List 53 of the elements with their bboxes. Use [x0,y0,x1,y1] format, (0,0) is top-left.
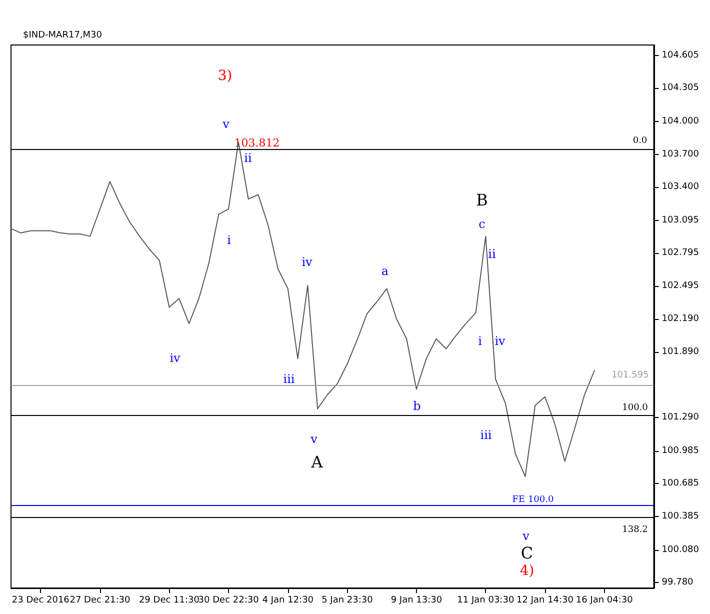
annotation: 4) [520,563,534,579]
annotation: v [310,432,318,446]
annotation: b [413,399,422,413]
x-tick-label: 9 Jan 13:30 [390,596,442,606]
ref-line-label: 101.595 [612,370,649,380]
x-tick-label: 23 Dec 2016 [12,596,70,606]
y-tick-label: 104.605 [662,50,699,60]
annotation: iv [302,255,313,269]
y-tick-label: 102.495 [662,280,699,291]
y-tick-label: 100.685 [662,478,699,489]
y-tick-label: 102.795 [662,248,699,258]
x-tick-label: 27 Dec 21:30 [70,596,131,606]
y-tick-label: 100.985 [662,446,699,456]
annotation: 103.812 [234,136,280,150]
annotation: FE 100.0 [512,495,554,505]
y-tick-label: 104.305 [662,83,699,94]
annotation: B [476,190,488,210]
x-tick-label: 5 Jan 23:30 [322,596,374,606]
y-tick-label: 99.780 [662,578,694,588]
annotation: iv [494,334,506,348]
annotation: C [520,544,534,562]
annotation: c [478,217,486,231]
y-tick-label: 103.400 [662,182,700,192]
annotation: 100.0 [622,403,648,413]
y-tick-label: 104.000 [662,116,700,126]
annotation: iv [170,351,181,365]
y-tick-label: 100.385 [662,511,699,522]
annotation: v [222,117,230,131]
annotation: v [522,529,530,543]
y-tick-label: 103.700 [662,149,700,160]
annotation: A [310,452,324,472]
annotation: 138.2 [622,525,648,535]
y-tick-label: 101.290 [662,412,700,423]
x-tick-label: 30 Dec 22:30 [198,596,260,606]
annotation: iii [480,428,492,442]
annotation: i [478,334,482,348]
y-tick-label: 103.095 [662,215,699,226]
chart-title: $IND-MAR17,M30 [23,30,102,40]
y-tick-label: 101.890 [662,347,700,358]
y-tick-label: 100.080 [662,544,700,555]
annotation: a [381,264,389,278]
x-tick-label: 12 Jan 14:30 [516,596,574,606]
annotation: iii [283,372,295,386]
annotation: i [227,233,232,247]
annotation: ii [488,247,496,261]
x-tick-label: 4 Jan 12:30 [262,596,314,606]
x-tick-label: 16 Jan 04:30 [576,596,634,606]
y-tick-label: 102.190 [662,314,700,324]
x-tick-label: 11 Jan 03:30 [457,596,514,606]
annotation: ii [244,151,252,165]
x-tick-label: 29 Dec 11:30 [138,596,200,606]
annotation: 0.0 [632,136,648,146]
annotation: 3) [218,68,232,84]
